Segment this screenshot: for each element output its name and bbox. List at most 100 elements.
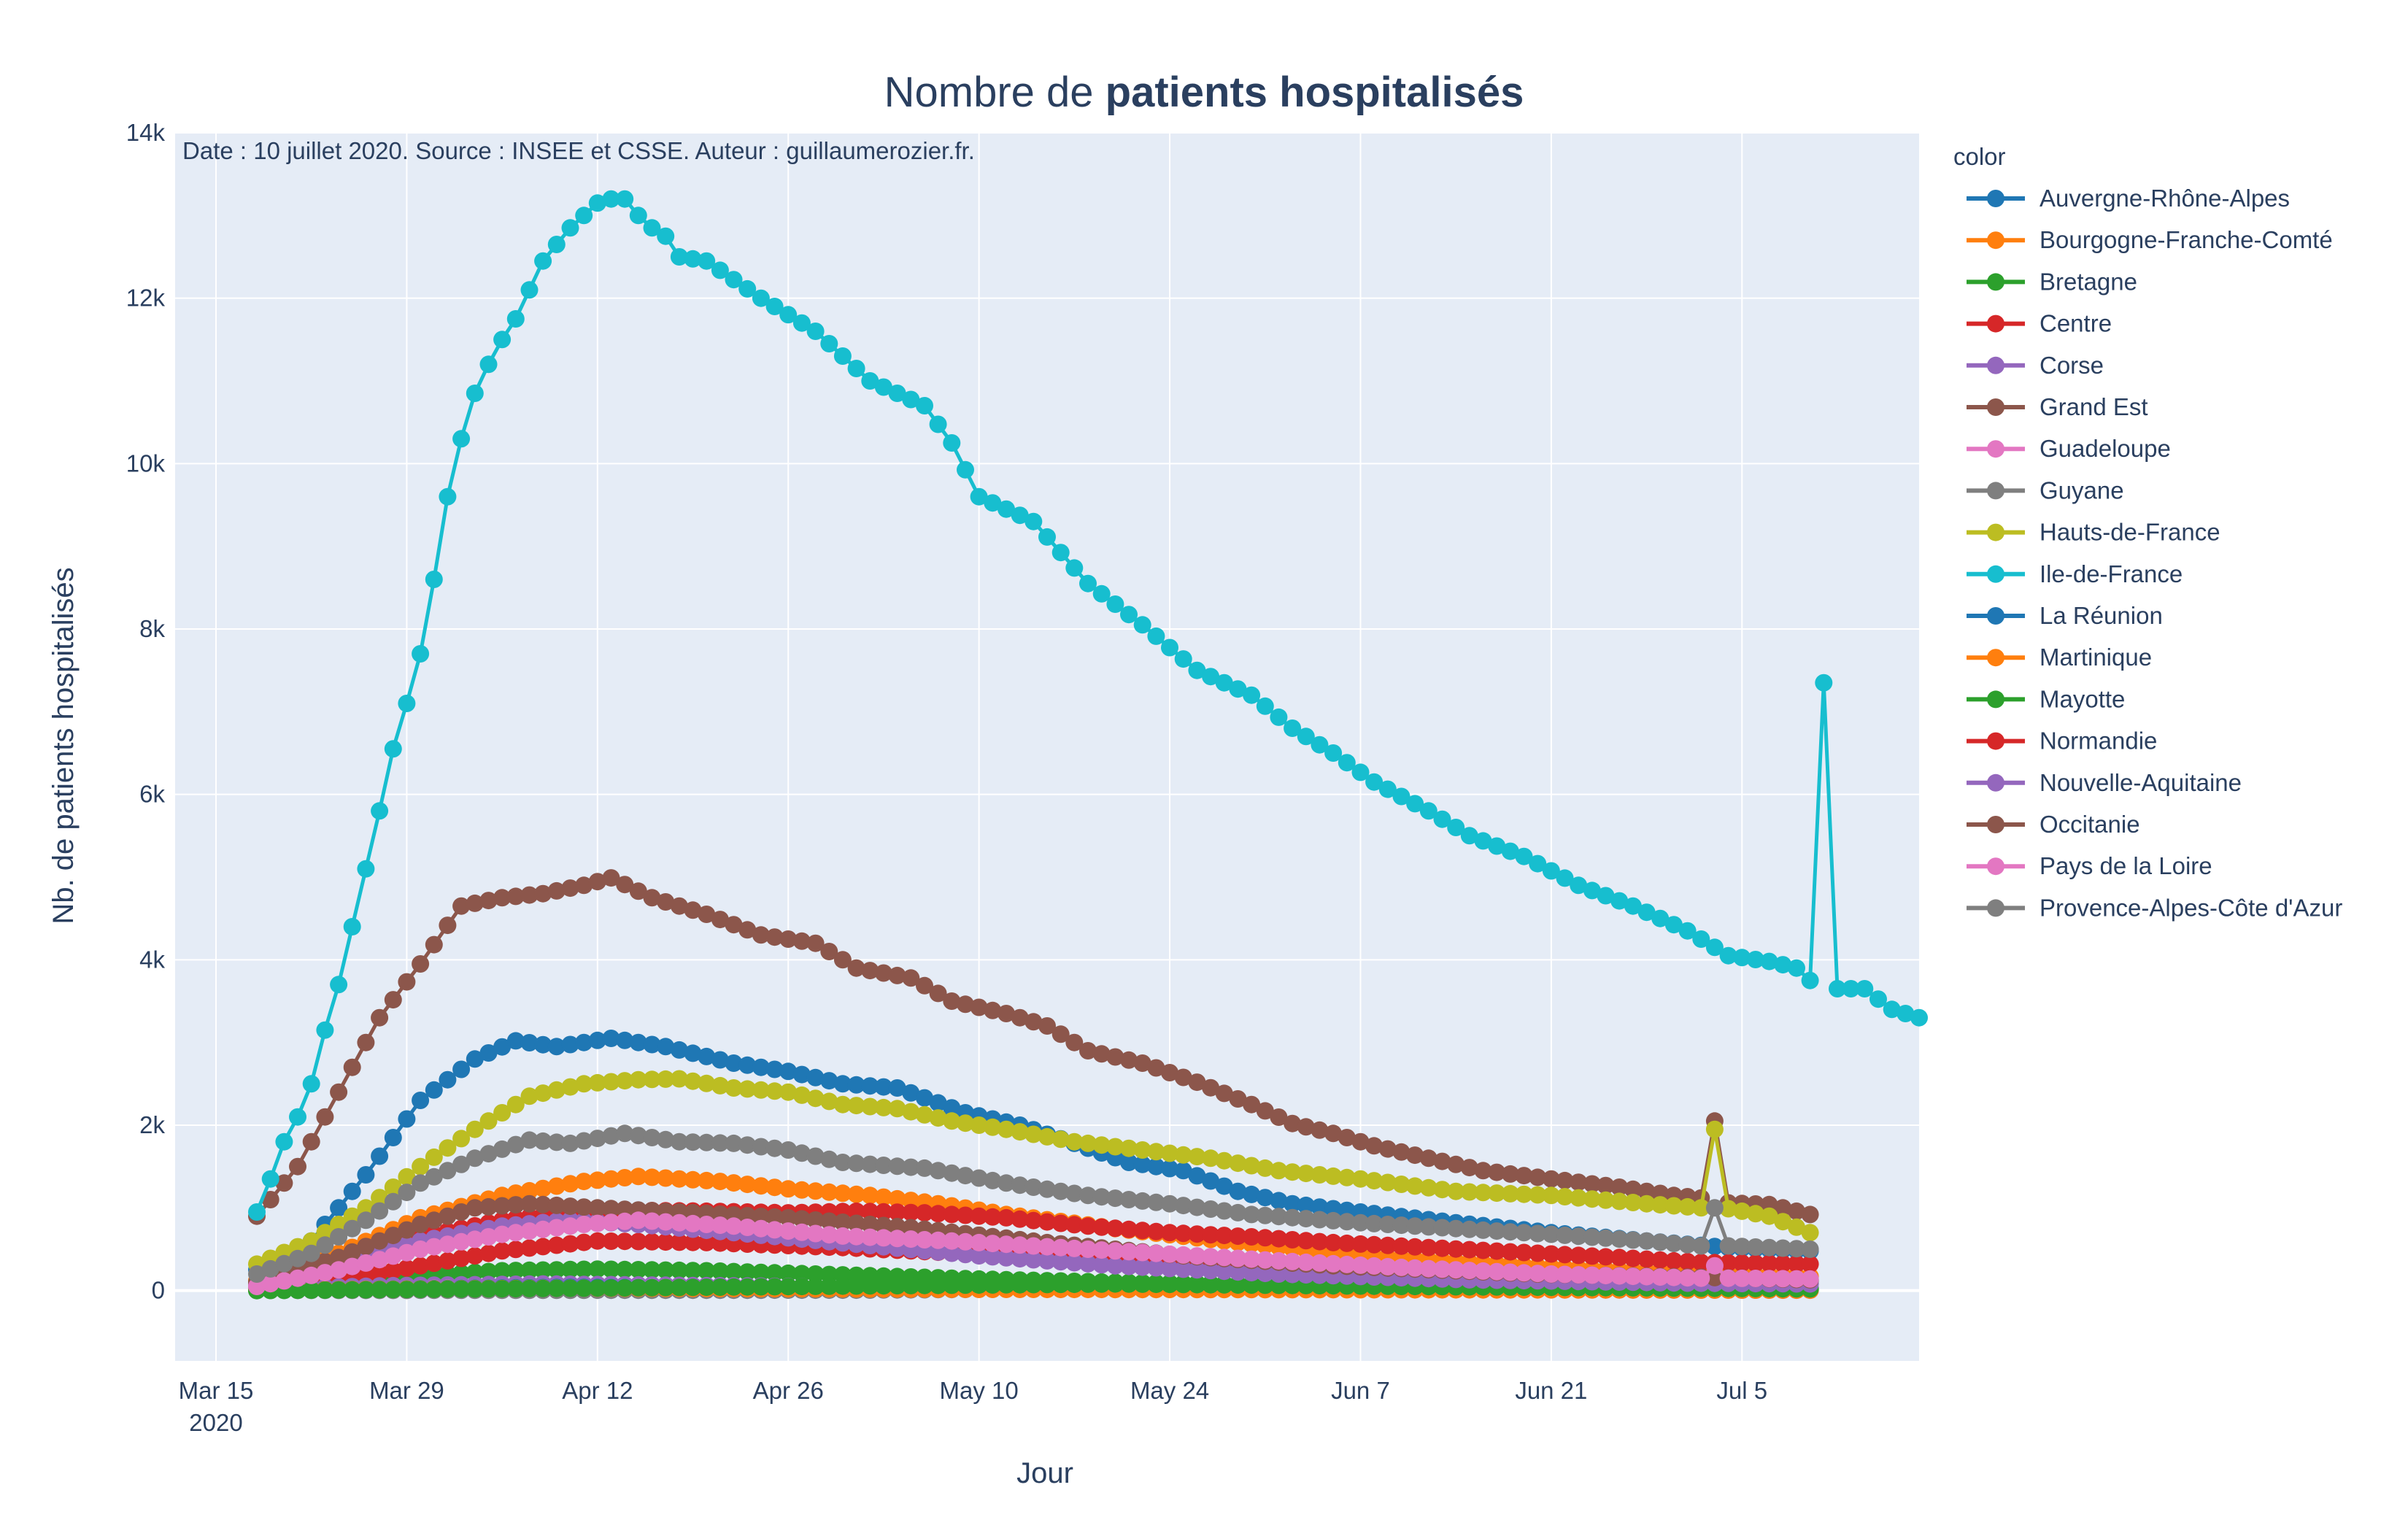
data-point [643, 1261, 661, 1279]
data-point [629, 1070, 647, 1089]
data-point [330, 976, 348, 994]
data-point [1488, 1262, 1506, 1281]
data-point [1542, 1265, 1560, 1283]
data-point [534, 1238, 552, 1256]
data-point [929, 415, 947, 433]
data-point [833, 1213, 852, 1231]
series-hauts-de-france [248, 1070, 1819, 1273]
legend-item[interactable]: Guyane [1967, 476, 2124, 503]
data-point [711, 1278, 729, 1296]
data-point [371, 1189, 389, 1207]
data-point [1419, 1238, 1438, 1257]
data-point [1270, 1108, 1288, 1126]
plot-area [175, 133, 1919, 1361]
data-point [1501, 1165, 1519, 1183]
data-point [1229, 1203, 1247, 1222]
x-tick-label: Mar 15 [179, 1377, 254, 1404]
data-point [439, 1162, 457, 1180]
data-point [1447, 819, 1465, 836]
series-ile-de-france [248, 190, 1928, 1221]
legend-item[interactable]: Centre [1967, 310, 2112, 337]
data-point [1678, 922, 1697, 940]
data-point [343, 1182, 361, 1200]
legend-item[interactable]: Guadeloupe [1967, 435, 2171, 462]
legend-item[interactable]: Mayotte [1967, 685, 2125, 712]
data-point [1256, 1102, 1274, 1120]
legend-item[interactable]: Occitanie [1967, 811, 2140, 838]
legend-item[interactable]: Ile-de-France [1967, 560, 2183, 587]
data-point [1011, 1210, 1029, 1228]
data-point [738, 921, 757, 939]
data-point [1515, 1264, 1533, 1282]
data-point [984, 1171, 1002, 1189]
data-point [792, 1065, 811, 1084]
legend-swatch-marker [1987, 440, 2004, 458]
data-point [997, 1174, 1015, 1192]
data-point [1011, 1176, 1029, 1195]
data-point [1801, 1205, 1819, 1224]
data-point [302, 1232, 320, 1250]
data-point [1474, 1241, 1492, 1259]
legend-item[interactable]: La Réunion [1967, 602, 2163, 629]
legend-swatch-marker [1987, 482, 2004, 500]
data-point [670, 1213, 688, 1232]
data-point [1038, 1127, 1056, 1146]
data-point [588, 1031, 606, 1049]
data-point [1896, 1005, 1915, 1022]
data-point [711, 1173, 729, 1191]
legend-item[interactable]: Martinique [1967, 644, 2152, 671]
data-point [439, 1235, 457, 1254]
data-point [1011, 1008, 1029, 1027]
data-point [670, 248, 688, 266]
data-point [357, 1254, 375, 1272]
data-point [1515, 1185, 1533, 1203]
data-point [698, 1233, 716, 1251]
data-point [1338, 754, 1356, 772]
data-point [657, 1130, 675, 1149]
data-point [957, 1276, 974, 1294]
data-point [316, 1021, 334, 1039]
data-point [534, 1179, 552, 1197]
data-point [1174, 1224, 1192, 1243]
data-point [575, 1260, 593, 1278]
data-point [765, 298, 784, 315]
data-point [547, 881, 566, 900]
data-point [412, 1174, 430, 1192]
data-point [1610, 1249, 1629, 1267]
data-point [970, 1207, 988, 1225]
data-point [916, 1089, 933, 1107]
legend-item[interactable]: Corse [1967, 352, 2104, 379]
data-point [302, 1244, 320, 1262]
legend-item[interactable]: Nouvelle-Aquitaine [1967, 769, 2242, 796]
legend-item[interactable]: Bourgogne-Franche-Comté [1967, 226, 2333, 253]
data-point [1705, 938, 1724, 957]
legend-item[interactable]: Normandie [1967, 728, 2157, 755]
data-point [698, 1074, 716, 1092]
data-point [466, 1050, 484, 1068]
legend-item[interactable]: Auvergne-Rhône-Alpes [1967, 185, 2290, 212]
data-point [1133, 1222, 1151, 1240]
data-point [520, 1181, 539, 1200]
data-point [289, 1108, 306, 1126]
data-point [874, 1229, 892, 1247]
data-point [657, 1169, 675, 1187]
data-point [425, 1280, 443, 1298]
legend-item[interactable]: Bretagne [1967, 268, 2137, 295]
data-point [1774, 956, 1792, 974]
legend-item[interactable]: Pays de la Loire [1967, 852, 2212, 879]
data-point [1883, 1000, 1901, 1019]
data-point [738, 1263, 757, 1281]
data-point [1910, 1008, 1928, 1027]
legend-item[interactable]: Provence-Alpes-Côte d'Azur [1967, 894, 2342, 921]
chart-title-bold: patients hospitalisés [1105, 69, 1524, 116]
data-point [1297, 1232, 1315, 1250]
data-point [1311, 1211, 1329, 1229]
data-point [684, 1262, 702, 1280]
data-point [1038, 1180, 1056, 1198]
legend-item[interactable]: Hauts-de-France [1967, 519, 2220, 546]
data-point [629, 1261, 647, 1278]
data-point [561, 1035, 579, 1054]
legend-label: Bourgogne-Franche-Comté [2040, 226, 2333, 253]
data-point [547, 1279, 566, 1297]
legend-item[interactable]: Grand Est [1967, 393, 2148, 420]
